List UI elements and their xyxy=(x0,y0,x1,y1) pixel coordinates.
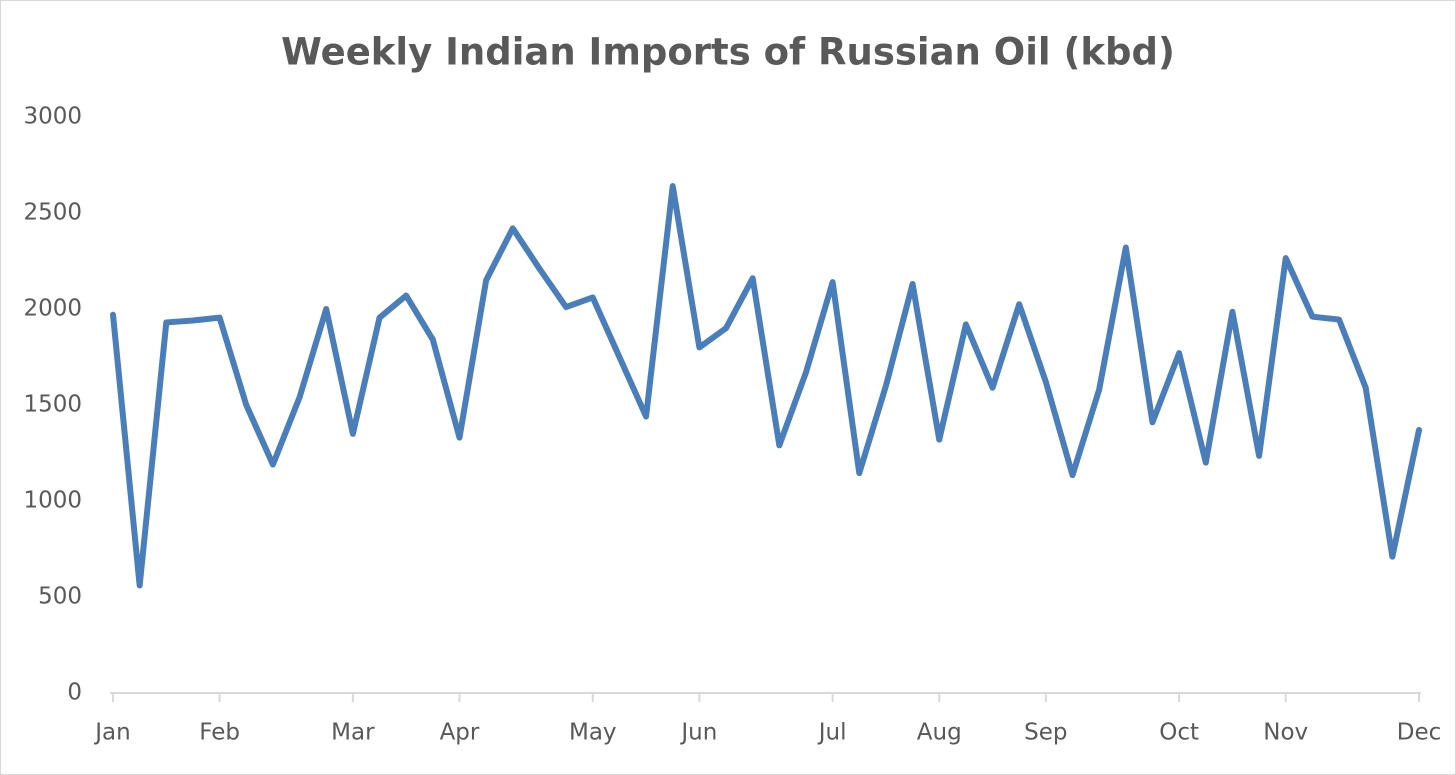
x-tick-label: Sep xyxy=(1024,720,1067,746)
y-tick-label: 500 xyxy=(38,584,82,610)
data-line xyxy=(110,183,1422,589)
y-tick-label: 2500 xyxy=(23,200,82,226)
y-tick-label: 1500 xyxy=(23,392,82,418)
x-tick-label: Jan xyxy=(93,720,130,746)
x-tick-label: Dec xyxy=(1397,720,1442,746)
chart-title: Weekly Indian Imports of Russian Oil (kb… xyxy=(281,31,1175,74)
x-tick-label: Jul xyxy=(817,720,847,746)
y-tick-label: 3000 xyxy=(23,104,82,130)
y-tick-label: 2000 xyxy=(23,296,82,322)
y-tick-label: 0 xyxy=(67,680,82,706)
x-tick-label: Oct xyxy=(1159,720,1199,746)
x-tick-label: Jun xyxy=(679,720,717,746)
x-tick-label: Feb xyxy=(199,720,240,746)
x-tick-label: Mar xyxy=(331,720,375,746)
y-tick-label: 1000 xyxy=(23,488,82,514)
x-tick-label: May xyxy=(569,720,617,746)
x-tick-label: Apr xyxy=(440,720,480,746)
x-tick-label: Nov xyxy=(1263,720,1308,746)
x-tick-label: Aug xyxy=(917,720,962,746)
